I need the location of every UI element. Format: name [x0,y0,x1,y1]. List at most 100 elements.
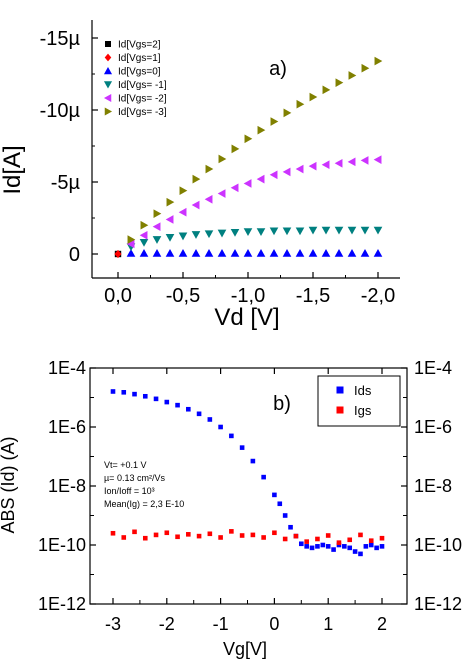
panel-a-legend-label: Id[Vgs= -2] [118,94,167,105]
panel-a-point [295,227,305,236]
panel-a-point [282,167,291,177]
panel-a-point [373,248,383,257]
panel-b-x-tick-label: -2 [159,614,175,634]
panel-b-point [374,545,379,551]
panel-a-y-tick-label: -10µ [40,100,81,122]
panel-a-point [321,226,331,235]
panel-b-point [277,501,283,507]
panel-a-point [204,194,213,204]
panel-a-point [139,239,149,247]
panel-a-point [308,248,318,257]
panel-a-point [178,248,188,257]
panel-b-x-axis-title: Vg[V] [223,639,267,659]
panel-b-point [347,545,353,551]
panel-a-point [361,63,370,73]
panel-a-x-tick-label: -0,5 [166,285,200,307]
panel-a-point [347,226,357,235]
panel-b-y-tick-label-right: 1E-10 [414,535,462,555]
panel-b-x-tick-label: -3 [105,614,121,634]
panel-b-y-tick-label: 1E-12 [38,594,86,614]
panel-a-point [322,85,331,95]
panel-a-y-tick-label: -15µ [40,28,81,50]
panel-b-point [207,531,213,537]
panel-a-point [204,230,214,239]
panel-b-point [132,529,137,535]
panel-b-legend-box [317,375,401,427]
panel-a-x-axis-title: Vd [V] [214,304,279,331]
panel-b-point [186,406,191,412]
panel-b-point [379,535,385,541]
panel-a-point [270,117,279,126]
panel-a-point [126,239,135,249]
panel-b-point [293,533,299,539]
panel-b-point [304,539,309,544]
panel-a-point [165,248,175,257]
panel-b-point [282,513,288,518]
panel-a-point [178,207,187,217]
panel-b-legend: Ids Igs [317,375,401,427]
panel-b-annotation: Vt= +0.1 V [104,460,147,470]
panel-b-point [175,534,180,540]
panel-a-point [127,235,136,244]
panel-a-point [243,228,253,236]
panel-b-point [352,549,358,554]
panel-a-y-axis-title: Id[A] [0,145,26,194]
panel-a-point [191,248,201,257]
panel-a-point [308,161,317,171]
panel-a-point [179,186,188,195]
panel-a-point [347,248,357,257]
panel-a-point [334,226,344,235]
panel-b-y-tick-label-right: 1E-8 [414,476,452,496]
panel-b-point [164,530,170,536]
panel-a-point [230,248,240,257]
panel-a-point [243,248,253,257]
panel-b-point [121,390,127,395]
panel-b-point [368,538,374,543]
panel-a-point [373,155,382,164]
panel-b-point [110,389,116,394]
panel-a-label: a) [269,58,287,80]
panel-b-annotations: Vt= +0.1 V µ= 0.13 cm²/Vs Ion/Ioff = 10³ Me… [104,460,184,509]
panel-b-point [121,535,127,540]
panel-b-point [358,532,363,538]
panel-b-y-tick-label: 1E-4 [48,358,86,378]
panel-b-point [363,544,369,549]
panel-b-point [282,536,288,542]
panel-b-point [207,417,213,422]
panel-a-point [191,231,201,239]
panel-a-legend-marker [103,81,113,89]
panel-b-y-ticks-right: 1E-12 1E-10 1E-8 1E-6 1E-4 [401,358,462,614]
panel-a-legend-label: Id[Vgs=1] [118,53,161,64]
panel-a-point [230,228,240,237]
panel-a-y-ticks: 0 -5µ -10µ -15µ [40,28,98,266]
panel-a-point [165,233,175,242]
panel-a-point [126,248,136,257]
panel-a-point [321,160,330,170]
panel-a-legend-marker [104,53,112,62]
panel-b-annotation: µ= 0.13 cm²/Vs [104,473,165,483]
panel-b-point [304,544,309,549]
panel-a: 0 -5µ -10µ -15µ 0,0 -0,5 -1,0 -1,5 -2,0 -15µ Id… [0,20,400,331]
panel-b-point [142,393,148,399]
panel-b-point [309,545,315,551]
panel-a-legend-marker [105,41,111,47]
panel-b-point [229,529,234,534]
panel-a-point [269,170,278,180]
panel-b-y-tick-label: 1E-6 [48,417,86,437]
panel-a-point [360,156,369,165]
panel-a-point [347,157,356,167]
panel-b-point [261,474,266,480]
panel-b-annotation: Mean(Ig) = 2,3 E-10 [104,499,184,509]
panel-b-point [239,533,245,538]
panel-a-legend-label: Id[Vgs=2] [118,40,161,51]
panel-a-point [217,248,227,257]
panel-a-point [152,222,161,231]
panel-a-point [282,248,292,257]
panel-a-point [283,108,292,118]
panel-b-point [299,541,304,547]
panel-b-legend-marker [336,386,344,394]
panel-a-point [282,227,292,236]
panel-a-x-ticks: 0,0 -0,5 -1,0 -1,5 -2,0 [104,272,395,307]
panel-a-point [217,189,226,198]
